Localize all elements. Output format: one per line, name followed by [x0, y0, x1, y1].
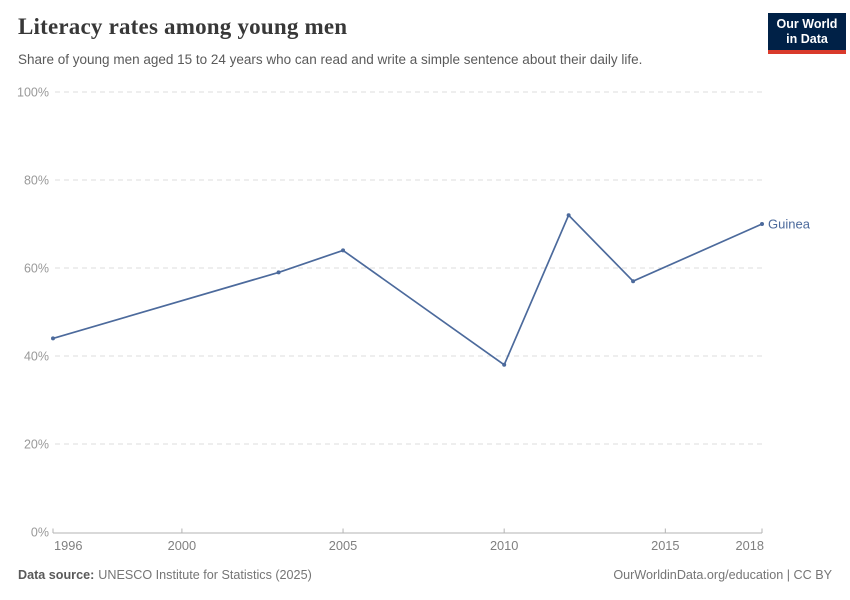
x-axis-label: 2000 [168, 538, 196, 553]
data-point[interactable] [502, 362, 507, 367]
x-axis-label: 2015 [651, 538, 679, 553]
data-point[interactable] [51, 336, 55, 341]
footer-citation-link[interactable]: OurWorldinData.org/education | CC BY [613, 568, 832, 582]
owid-logo[interactable]: Our World in Data [768, 13, 846, 54]
y-axis-label: 20% [24, 438, 49, 452]
owid-logo-line1: Our World [776, 17, 838, 31]
y-axis-label: 0% [31, 526, 49, 540]
chart-title: Literacy rates among young men [18, 14, 348, 39]
data-point[interactable] [631, 279, 636, 284]
chart-subtitle: Share of young men aged 15 to 24 years w… [18, 52, 643, 67]
y-axis-label: 40% [24, 350, 49, 364]
y-axis-label: 100% [17, 86, 49, 100]
data-point[interactable] [760, 222, 764, 226]
x-axis-label: 2005 [329, 538, 357, 553]
x-axis-label: 2010 [490, 538, 518, 553]
data-source: Data source: UNESCO Institute for Statist… [18, 568, 312, 582]
data-point[interactable] [341, 248, 346, 253]
chart-footer: Data source: UNESCO Institute for Statist… [18, 568, 832, 582]
data-point[interactable] [276, 270, 281, 275]
data-point[interactable] [566, 213, 571, 218]
y-axis-label: 80% [24, 174, 49, 188]
y-axis-label: 60% [24, 262, 49, 276]
series-label[interactable]: Guinea [768, 217, 811, 232]
data-source-value: UNESCO Institute for Statistics (2025) [98, 568, 312, 582]
owid-logo-line2: in Data [786, 32, 828, 46]
x-axis-label: 1996 [54, 538, 82, 553]
data-source-label: Data source: [18, 568, 95, 582]
series-line[interactable] [52, 214, 763, 366]
x-axis-label: 2018 [736, 538, 764, 553]
